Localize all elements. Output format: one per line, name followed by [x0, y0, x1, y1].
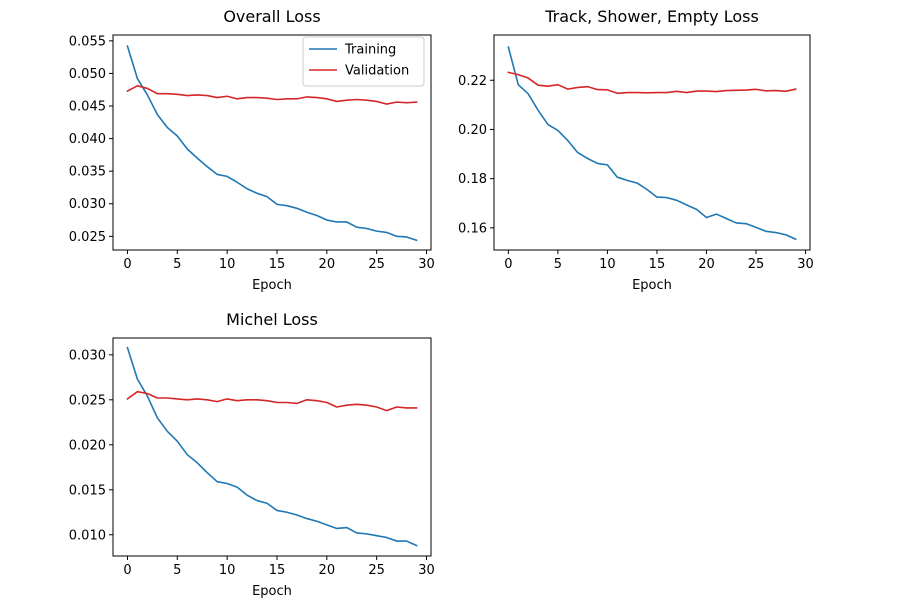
series-line-training — [126, 346, 418, 547]
x-tick-label: 0 — [123, 257, 131, 272]
x-tick-label: 15 — [649, 257, 666, 272]
y-tick-label: 0.18 — [458, 172, 487, 187]
axes-frame — [493, 34, 811, 251]
y-tick-label: 0.030 — [69, 197, 106, 212]
x-tick-label: 25 — [368, 563, 385, 578]
x-tick-label: 5 — [173, 257, 181, 272]
x-tick-label: 5 — [173, 563, 181, 578]
series-line-validation — [507, 71, 797, 95]
x-axis-label: Epoch — [632, 278, 672, 293]
y-tick-label: 0.010 — [69, 528, 106, 543]
x-tick-label: 15 — [269, 563, 286, 578]
y-tick-label: 0.025 — [69, 393, 106, 408]
legend-label-training: Training — [344, 43, 396, 58]
y-tick-label: 0.045 — [69, 100, 106, 115]
legend: Training Validation — [302, 36, 425, 87]
y-tick-label: 0.16 — [458, 221, 487, 236]
x-tick-label: 25 — [368, 257, 385, 272]
x-axis-label: Epoch — [252, 584, 292, 599]
x-tick-label: 5 — [554, 257, 562, 272]
series-line-training — [507, 46, 797, 241]
x-tick-label: 10 — [599, 257, 616, 272]
y-tick-label: 0.035 — [69, 165, 106, 180]
y-tick-label: 0.050 — [69, 67, 106, 82]
x-tick-label: 10 — [219, 563, 236, 578]
x-tick-label: 20 — [319, 563, 336, 578]
x-axis-label: Epoch — [252, 278, 292, 293]
chart-title: Michel Loss — [226, 310, 318, 329]
x-tick-label: 20 — [319, 257, 336, 272]
x-tick-label: 25 — [748, 257, 765, 272]
y-tick-label: 0.22 — [458, 74, 487, 89]
y-tick-label: 0.020 — [69, 438, 106, 453]
chart-title: Track, Shower, Empty Loss — [544, 7, 759, 26]
y-tick-label: 0.20 — [458, 123, 487, 138]
series-line-validation — [126, 390, 418, 412]
y-tick-label: 0.015 — [69, 483, 106, 498]
legend-label-validation: Validation — [345, 64, 409, 79]
chart-panel-1: 0 5 10 15 20 25 30 0.025 0.030 0.035 0.040 0.045 0.0… — [69, 7, 435, 293]
series-line-validation — [126, 85, 418, 105]
axes-frame — [112, 34, 432, 251]
y-tick-label: 0.025 — [69, 230, 106, 245]
chart-panel-3: 0 5 10 15 20 25 30 0.010 0.015 0.020 0.025 0.030 Mic… — [69, 310, 435, 599]
x-tick-label: 30 — [797, 257, 814, 272]
axes-frame — [112, 337, 432, 557]
x-tick-label: 0 — [123, 563, 131, 578]
x-tick-label: 30 — [418, 257, 435, 272]
x-tick-label: 30 — [418, 563, 435, 578]
x-tick-label: 10 — [219, 257, 236, 272]
x-tick-label: 20 — [698, 257, 715, 272]
y-tick-label: 0.055 — [69, 34, 106, 49]
chart-panel-2: 0 5 10 15 20 25 30 0.16 0.18 0.20 0.22 Track, Showe… — [458, 7, 814, 293]
x-tick-label: 15 — [269, 257, 286, 272]
y-tick-label: 0.030 — [69, 348, 106, 363]
chart-title: Overall Loss — [223, 7, 320, 26]
series-line-training — [126, 45, 418, 242]
y-tick-label: 0.040 — [69, 132, 106, 147]
x-tick-label: 0 — [504, 257, 512, 272]
